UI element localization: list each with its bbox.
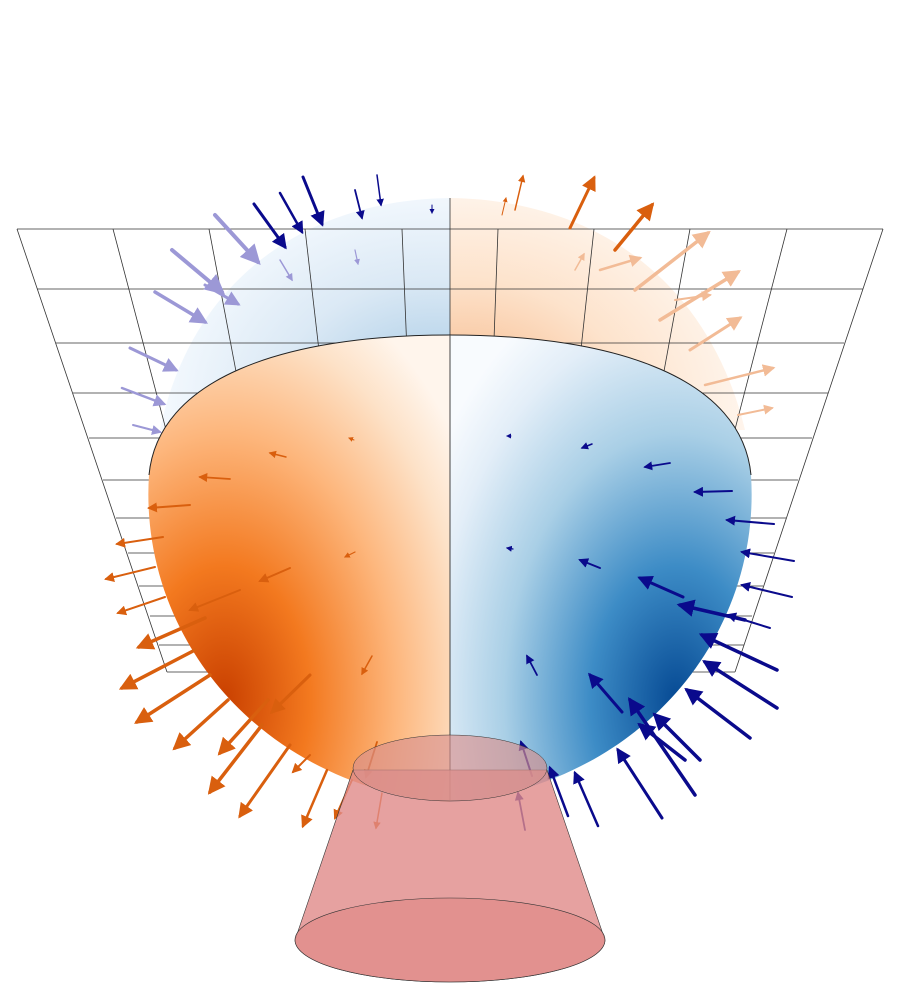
arrow-out-orange <box>343 551 356 558</box>
arrow-out-orange-faint <box>688 316 743 352</box>
arrow-out-orange <box>116 596 166 616</box>
arrow-in-blue <box>693 486 733 497</box>
arrow-in-blue <box>684 687 752 740</box>
arrow-in-lavender <box>132 424 162 435</box>
arrow-out-orange <box>268 450 287 459</box>
arrow-out-orange-faint <box>574 252 585 271</box>
arrow-out-orange <box>291 754 311 774</box>
arrow-in-blue <box>676 599 747 622</box>
arrow-in-lavender <box>120 386 167 407</box>
front-arrows-blue <box>505 433 795 831</box>
arrow-out-orange-faint <box>703 364 776 387</box>
arrow-out-orange <box>613 202 655 252</box>
arrow-out-orange <box>118 648 197 690</box>
arrow-in-blue <box>698 632 779 672</box>
arrow-in-blue <box>637 575 685 599</box>
front-hemisphere-left <box>148 335 450 802</box>
arrow-in-blue <box>725 515 775 526</box>
arrow-in-blue <box>643 461 671 471</box>
grid-line <box>734 228 884 673</box>
arrow-out-orange-faint <box>633 230 711 292</box>
arrow-out-orange <box>104 566 156 582</box>
arrow-in-lavender <box>170 248 226 295</box>
arrow-in-blue <box>740 582 793 598</box>
arrow-in-blue <box>702 660 779 710</box>
arrow-out-orange <box>301 768 329 829</box>
arrow-in-blue <box>740 548 795 562</box>
arrow-in-blue <box>376 174 384 207</box>
arrow-out-orange <box>172 698 230 751</box>
arrow-in-blue <box>588 672 624 714</box>
arrow-out-orange <box>188 589 241 612</box>
arrow-in-lavender <box>279 259 293 282</box>
arrow-in-lavender <box>213 213 261 265</box>
back-arrows <box>120 174 776 435</box>
cone-top-ellipse <box>352 734 548 802</box>
arrow-out-orange <box>207 723 264 795</box>
arrow-out-orange <box>135 616 207 650</box>
arrow-in-blue <box>616 747 664 820</box>
arrow-in-blue <box>526 654 538 676</box>
arrow-out-orange <box>568 175 596 230</box>
arrow-in-blue <box>652 712 702 762</box>
arrow-in-blue <box>278 191 304 235</box>
arrow-out-orange <box>348 437 355 442</box>
arrow-out-orange <box>134 673 212 724</box>
arrow-in-blue <box>505 545 514 552</box>
arrow-in-blue <box>628 697 697 797</box>
cone-bottom-ellipse <box>294 897 606 983</box>
arrow-out-orange-faint <box>737 404 774 416</box>
arrow-out-orange <box>115 536 164 548</box>
arrow-out-orange <box>258 567 291 583</box>
arrow-in-lavender <box>153 290 209 324</box>
arrow-out-orange-faint <box>598 254 643 272</box>
arrow-in-lavender <box>128 346 179 372</box>
arrow-out-orange <box>269 673 312 715</box>
arrow-in-blue <box>547 765 570 818</box>
arrow-in-blue <box>637 722 687 762</box>
arrow-out-orange <box>147 502 191 513</box>
arrow-out-orange-faint <box>674 291 712 302</box>
arrow-in-lavender <box>203 283 241 306</box>
cone <box>294 734 606 983</box>
arrow-in-blue <box>252 202 287 250</box>
arrow-out-orange <box>361 655 373 676</box>
arrow-out-orange <box>238 743 292 819</box>
arrow-out-orange <box>514 174 526 211</box>
grid-line <box>16 228 168 673</box>
arrow-in-lavender <box>354 249 360 266</box>
arrow-in-blue <box>301 175 325 227</box>
arrow-in-blue <box>354 189 365 220</box>
arrow-out-orange <box>217 698 270 756</box>
arrow-in-blue <box>578 558 601 569</box>
arrow-out-orange <box>198 472 231 482</box>
arrow-in-blue <box>573 770 600 828</box>
arrow-out-orange <box>501 197 508 216</box>
arrow-in-blue <box>580 442 593 450</box>
